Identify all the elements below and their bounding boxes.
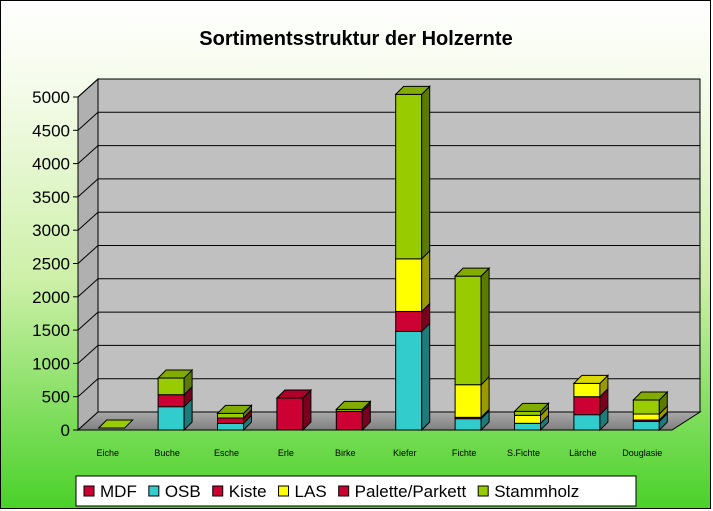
bar-segment-top <box>513 402 550 412</box>
bar-segment <box>573 396 601 416</box>
bar-segment-side <box>480 266 490 386</box>
bar-segment-top <box>156 369 194 379</box>
x-tick-label: Douglasie <box>622 448 662 458</box>
legend-label: Kiste <box>229 482 267 501</box>
bar-segment <box>395 258 423 312</box>
gridline-side <box>77 211 99 231</box>
x-tick-label: Esche <box>214 448 239 458</box>
bar-segment <box>335 410 363 431</box>
bar-segment <box>395 310 423 332</box>
y-tick-label: 500 <box>42 388 70 407</box>
bar-segment-top <box>394 85 431 95</box>
y-tick-label: 4500 <box>32 121 70 140</box>
bar-segment <box>157 394 185 408</box>
legend-label: LAS <box>295 482 327 501</box>
bar-segment-top <box>632 391 669 401</box>
x-tick-label: Lärche <box>569 448 597 458</box>
bar-segment-top <box>572 374 610 384</box>
gridline-side <box>77 278 99 298</box>
x-tick-label: Kiefer <box>393 448 417 458</box>
bar-stack <box>275 388 313 432</box>
bar-segment-top <box>335 400 372 410</box>
bar-segment <box>632 420 660 431</box>
bar-segment-top <box>97 419 134 429</box>
bar-stack <box>216 404 253 432</box>
legend-label: Palette/Parkett <box>355 482 467 501</box>
x-tick-label: S.Fichte <box>507 448 540 458</box>
y-tick-label: 3000 <box>32 221 70 240</box>
bar-segment <box>395 93 423 260</box>
gridline-side <box>77 145 99 164</box>
bar-segment-top <box>275 389 313 399</box>
gridline-side <box>77 245 99 264</box>
legend: MDF OSB Kiste LAS Palette/Parkett Stammholz <box>75 475 637 507</box>
y-tick-label: 3500 <box>32 188 70 207</box>
bar-segment <box>514 414 541 424</box>
gridline-side <box>77 111 99 131</box>
x-tick-label: Fichte <box>452 448 477 458</box>
y-tick-label: 2500 <box>32 255 70 274</box>
bar-segment <box>157 377 185 396</box>
bar-segment <box>454 384 482 418</box>
legend-swatch <box>83 485 95 497</box>
x-axis-ticks: Eiche Buche Esche Erle Birke Kiefer Fichte S.Fi… <box>96 448 662 458</box>
legend-swatch <box>338 485 350 497</box>
y-tick-label: 2000 <box>32 288 70 307</box>
x-tick-label: Buche <box>154 448 180 458</box>
bar-segment <box>514 410 541 416</box>
bar-segment-side <box>421 322 431 432</box>
bar-stack <box>572 374 610 432</box>
y-axis-ticks: 0 500 1000 1500 2000 2500 3000 3500 4000 4500 5000 <box>32 88 78 440</box>
bar-segment <box>395 330 423 431</box>
bars <box>97 85 669 432</box>
bar-segment <box>632 413 660 421</box>
gridline-side <box>77 378 99 398</box>
chart-title: Sortimentsstruktur der Holzernte <box>199 28 512 50</box>
bar-stack <box>156 368 194 432</box>
y-tick-label: 1000 <box>32 354 70 373</box>
legend-label: OSB <box>165 482 201 501</box>
legend-swatch <box>212 485 224 497</box>
legend-swatch <box>148 485 160 497</box>
bar-segment <box>276 397 304 431</box>
x-tick-label: Eiche <box>96 448 119 458</box>
bar-stack <box>97 419 134 429</box>
bar-stack <box>632 390 669 432</box>
bar-segment <box>157 406 185 431</box>
bar-segment <box>217 412 244 419</box>
bar-segment <box>573 382 601 398</box>
bar-segment <box>514 422 541 431</box>
legend-label: MDF <box>100 482 137 501</box>
y-tick-label: 5000 <box>32 88 70 107</box>
bar-segment <box>573 414 601 431</box>
bar-segment-top <box>216 404 253 414</box>
y-tick-label: 0 <box>61 421 70 440</box>
bar-segment-side <box>421 85 431 261</box>
y-tick-label: 1500 <box>32 321 70 340</box>
bar-stack <box>335 400 372 432</box>
legend-box <box>75 475 637 507</box>
bar-segment <box>454 418 482 431</box>
x-tick-label: Birke <box>335 448 356 458</box>
y-tick-label: 4000 <box>32 155 70 174</box>
bar-segment <box>454 275 482 386</box>
legend-label: Stammholz <box>494 482 579 501</box>
bar-stack <box>394 85 431 432</box>
gridline-side <box>77 178 99 198</box>
bar-segment <box>217 422 244 431</box>
gridline-side <box>77 345 99 364</box>
bar-segment <box>217 417 244 424</box>
legend-swatch <box>278 485 290 497</box>
bar-segment <box>632 399 660 415</box>
gridline-side <box>77 78 99 98</box>
legend-swatch <box>477 485 489 497</box>
bar-segment-side <box>421 249 431 313</box>
gridline-side <box>77 311 99 331</box>
bar-stack <box>453 266 491 432</box>
x-tick-label: Erle <box>278 448 294 458</box>
bar-segment-top <box>453 267 491 277</box>
bar-stack <box>513 402 550 432</box>
